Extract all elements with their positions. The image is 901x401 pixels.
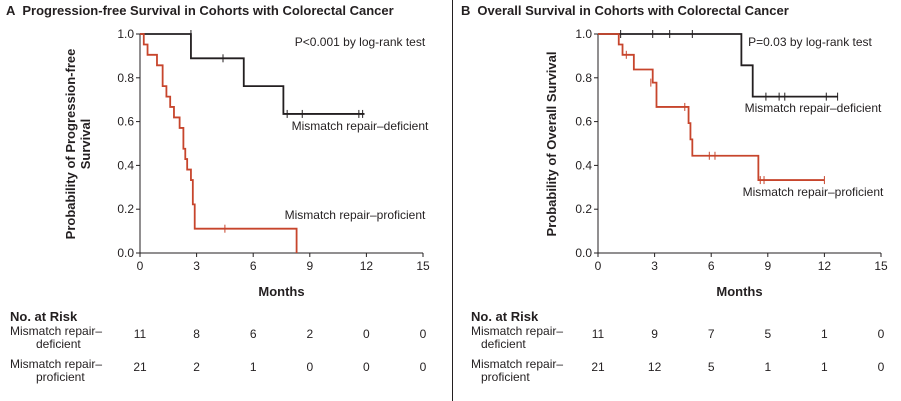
- panel-a-series-label-proficient: Mismatch repair–proficient: [285, 208, 426, 222]
- panel-b-risk-label-deficient-line1: Mismatch repair–: [471, 324, 564, 338]
- panel-divider: [452, 0, 453, 401]
- panel-a-series-proficient-curve: [140, 33, 298, 253]
- panel-b-risk-value: 1: [821, 360, 828, 374]
- panel-b-risk-label-deficient-line2: deficient: [481, 337, 526, 351]
- panel-b-y-tick-label: 0.8: [575, 71, 592, 85]
- panel-b-x-axis-label: Months: [716, 284, 762, 299]
- panel-b-risk-value: 5: [707, 360, 715, 374]
- panel-b-y-axis-label-line: Probability of Overall Survival: [544, 52, 559, 237]
- panel-b-y-tick-label: 0.4: [575, 158, 592, 172]
- panel-a-x-tick-label: 6: [250, 259, 257, 273]
- panel-a-title: A Progression-free Survival in Cohorts wi…: [6, 3, 394, 18]
- panel-a-risk-value: 1: [249, 360, 257, 374]
- panel-b-title-text: Overall Survival in Cohorts with Colorec…: [477, 3, 789, 18]
- panel-a-risk-heading: No. at Risk: [10, 309, 78, 324]
- panel-b-series-label-deficient: Mismatch repair–deficient: [745, 101, 882, 115]
- panel-a-logrank-annotation: P<0.001 by log-rank test: [295, 35, 426, 49]
- panel-a-x-axis-label: Months: [258, 284, 304, 299]
- panel-b-y-tick-label: 0.2: [575, 202, 592, 216]
- panel-a-risk-value: 0: [419, 360, 427, 374]
- panel-b-risk-label-proficient: Mismatch repair– proficient: [471, 358, 563, 384]
- panel-b-x-tick-label: 15: [874, 259, 888, 273]
- panel-b-risk-value: 1: [821, 327, 828, 341]
- panel-a-risk-value: 11: [133, 327, 147, 341]
- panel-a-risk-label-deficient-line1: Mismatch repair–: [10, 324, 103, 338]
- panel-a-km-plot: 0.0 0.2 0.4 0.6 0.8 1.0 0 3 6 9 12 15 Months Probabil…: [63, 27, 430, 299]
- panel-b-risk-label-proficient-line2: proficient: [481, 370, 530, 384]
- panel-a-y-tick-label: 0.0: [117, 246, 134, 260]
- panel-b-logrank-annotation: P=0.03 by log-rank test: [748, 35, 872, 49]
- panel-a-risk-value: 0: [419, 327, 427, 341]
- panel-b-series-proficient-curve: [598, 33, 825, 181]
- panel-a-y-tick-label: 0.2: [117, 202, 134, 216]
- panel-b-series-label-proficient: Mismatch repair–proficient: [743, 185, 884, 199]
- panel-a-risk-value: 2: [306, 327, 314, 341]
- panel-a-risk-value: 6: [249, 327, 257, 341]
- panel-a-risk-value: 2: [193, 360, 200, 374]
- panel-b-y-axis-label: Probability of Overall Survival: [544, 52, 559, 237]
- panel-a-risk-value: 21: [133, 360, 147, 374]
- panel-b-y-tick-label: 0.6: [575, 115, 592, 129]
- panel-b-risk-value: 1: [764, 360, 772, 374]
- panel-a-y-tick-label: 0.6: [117, 115, 134, 129]
- panel-a-risk-value: 8: [193, 327, 200, 341]
- panel-b-x-tick-label: 0: [595, 259, 602, 273]
- panel-b-x-tick-label: 9: [764, 259, 771, 273]
- panel-a-risk-label-proficient-line1: Mismatch repair–: [10, 357, 103, 371]
- panel-b-series-deficient-curve: [598, 33, 838, 98]
- panel-a-title-text: Progression-free Survival in Cohorts wit…: [22, 3, 394, 18]
- panel-b-risk-value: 21: [591, 360, 605, 374]
- panel-b-y-tick-label: 0.0: [575, 246, 592, 260]
- panel-b-risk-value: 11: [591, 327, 605, 341]
- panel-b-risk-value: 7: [707, 327, 715, 341]
- panel-b-km-plot: 0.0 0.2 0.4 0.6 0.8 1.0 0 3 6 9 12 15 Months Probabil…: [544, 27, 888, 299]
- panel-b-x-tick-label: 12: [818, 259, 832, 273]
- panel-a-y-axis-label-line: Survival: [78, 119, 93, 170]
- panel-a-risk-value: 0: [306, 360, 314, 374]
- panel-b-title: B Overall Survival in Cohorts with Colore…: [461, 3, 789, 18]
- panel-b-letter: B: [461, 3, 471, 18]
- panel-a-y-axis-label: Probability of Progression-freeSurvival: [63, 49, 93, 240]
- panel-b-risk-value: 0: [877, 360, 885, 374]
- panel-b-risk-heading: No. at Risk: [471, 309, 539, 324]
- panel-a-x-tick-label: 0: [137, 259, 144, 273]
- panel-a-y-tick-label: 0.8: [117, 71, 134, 85]
- panel-a-series-deficient-curve: [140, 33, 365, 115]
- panel-b-risk-label-deficient: Mismatch repair– deficient: [471, 325, 563, 351]
- panel-b-risk-value: 5: [764, 327, 772, 341]
- panel-b-risk-value: 12: [647, 360, 662, 374]
- panel-a-letter: A: [6, 3, 16, 18]
- panel-b-risk-value: 0: [877, 327, 885, 341]
- panel-a-x-tick-label: 9: [306, 259, 313, 273]
- panel-a-y-tick-label: 0.4: [117, 158, 134, 172]
- panel-a-risk-label-deficient: Mismatch repair– deficient: [10, 325, 102, 351]
- panel-a-x-tick-label: 15: [416, 259, 430, 273]
- panel-a-series-label-deficient: Mismatch repair–deficient: [292, 119, 429, 133]
- panel-a-x-tick-label: 3: [193, 259, 200, 273]
- panel-b-y-tick-label: 1.0: [575, 27, 592, 41]
- panel-a-risk-value: 0: [363, 360, 370, 374]
- panel-a-risk-label-deficient-line2: deficient: [36, 337, 81, 351]
- panel-a-risk-value: 0: [363, 327, 370, 341]
- panel-a-risk-label-proficient-line2: proficient: [36, 370, 85, 384]
- panel-b-risk-label-proficient-line1: Mismatch repair–: [471, 357, 564, 371]
- panel-b-x-tick-label: 6: [708, 259, 715, 273]
- panel-b-x-tick-label: 3: [651, 259, 658, 273]
- panel-b-risk-value: 9: [651, 327, 658, 341]
- panel-a-risk-label-proficient: Mismatch repair– proficient: [10, 358, 102, 384]
- panel-a-y-tick-label: 1.0: [117, 27, 134, 41]
- panel-a-y-axis-label-line: Probability of Progression-free: [63, 49, 78, 240]
- panel-a-x-tick-label: 12: [360, 259, 374, 273]
